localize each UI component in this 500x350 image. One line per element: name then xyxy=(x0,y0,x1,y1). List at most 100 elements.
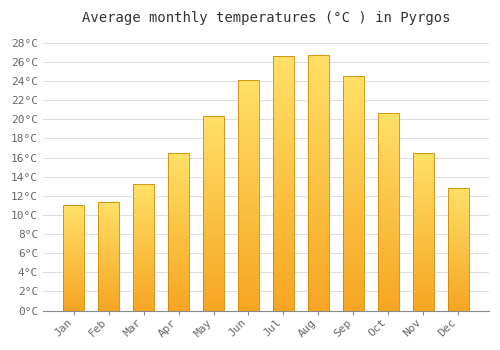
Bar xyxy=(343,175,364,177)
Bar xyxy=(133,199,154,201)
Bar xyxy=(238,103,259,105)
Bar xyxy=(168,282,189,284)
Bar xyxy=(448,268,468,269)
Bar xyxy=(273,150,294,153)
Bar xyxy=(98,245,119,246)
Bar xyxy=(168,251,189,252)
Bar xyxy=(343,219,364,222)
Bar xyxy=(203,264,224,266)
Bar xyxy=(308,203,329,206)
Bar xyxy=(308,270,329,272)
Bar xyxy=(273,61,294,64)
Bar xyxy=(238,145,259,147)
Bar xyxy=(63,229,84,230)
Bar xyxy=(133,217,154,218)
Bar xyxy=(378,228,398,229)
Bar xyxy=(98,223,119,224)
Bar xyxy=(168,189,189,191)
Bar xyxy=(412,288,434,290)
Bar xyxy=(273,117,294,120)
Bar xyxy=(203,241,224,243)
Bar xyxy=(273,97,294,99)
Bar xyxy=(63,235,84,236)
Bar xyxy=(448,214,468,215)
Bar xyxy=(63,230,84,231)
Bar xyxy=(133,298,154,299)
Bar xyxy=(238,133,259,135)
Bar xyxy=(98,272,119,273)
Bar xyxy=(273,303,294,306)
Bar xyxy=(273,148,294,150)
Bar xyxy=(308,140,329,142)
Bar xyxy=(412,229,434,230)
Bar xyxy=(343,123,364,125)
Bar xyxy=(168,244,189,246)
Bar xyxy=(308,132,329,134)
Bar xyxy=(133,266,154,268)
Bar xyxy=(238,140,259,142)
Bar xyxy=(203,204,224,206)
Bar xyxy=(308,267,329,270)
Bar xyxy=(448,197,468,198)
Bar xyxy=(308,124,329,127)
Bar xyxy=(378,275,398,277)
Bar xyxy=(378,134,398,136)
Bar xyxy=(98,237,119,238)
Bar xyxy=(273,59,294,61)
Bar xyxy=(412,208,434,210)
Bar xyxy=(238,207,259,209)
Bar xyxy=(308,257,329,259)
Bar xyxy=(273,293,294,295)
Bar xyxy=(133,284,154,285)
Bar xyxy=(412,222,434,224)
Bar xyxy=(378,180,398,182)
Bar xyxy=(308,99,329,101)
Bar xyxy=(63,278,84,279)
Bar xyxy=(238,218,259,220)
Bar xyxy=(203,237,224,239)
Bar xyxy=(378,160,398,162)
Bar xyxy=(203,246,224,248)
Bar xyxy=(308,272,329,275)
Bar xyxy=(98,308,119,309)
Bar xyxy=(378,158,398,160)
Bar xyxy=(203,250,224,252)
Bar xyxy=(63,263,84,264)
Bar xyxy=(203,208,224,210)
Bar xyxy=(98,273,119,274)
Bar xyxy=(63,228,84,229)
Bar xyxy=(203,147,224,149)
Bar xyxy=(308,93,329,96)
Bar xyxy=(203,117,224,118)
Bar xyxy=(308,298,329,300)
Bar xyxy=(412,263,434,265)
Bar xyxy=(168,252,189,254)
Bar xyxy=(273,191,294,194)
Bar xyxy=(308,300,329,303)
Bar xyxy=(343,257,364,259)
Bar xyxy=(98,250,119,251)
Bar xyxy=(412,186,434,188)
Bar xyxy=(412,307,434,309)
Bar xyxy=(273,145,294,148)
Bar xyxy=(273,206,294,209)
Bar xyxy=(343,296,364,299)
Bar xyxy=(168,265,189,266)
Bar xyxy=(273,250,294,252)
Bar xyxy=(168,153,189,154)
Bar xyxy=(308,101,329,104)
Bar xyxy=(98,301,119,302)
Bar xyxy=(133,207,154,208)
Bar xyxy=(343,156,364,158)
Bar xyxy=(412,230,434,232)
Bar xyxy=(448,306,468,307)
Bar xyxy=(273,168,294,171)
Bar xyxy=(168,225,189,227)
Bar xyxy=(308,229,329,231)
Bar xyxy=(448,236,468,237)
Bar xyxy=(238,248,259,251)
Bar xyxy=(133,250,154,251)
Bar xyxy=(133,192,154,193)
Bar xyxy=(343,278,364,280)
Bar xyxy=(238,211,259,214)
